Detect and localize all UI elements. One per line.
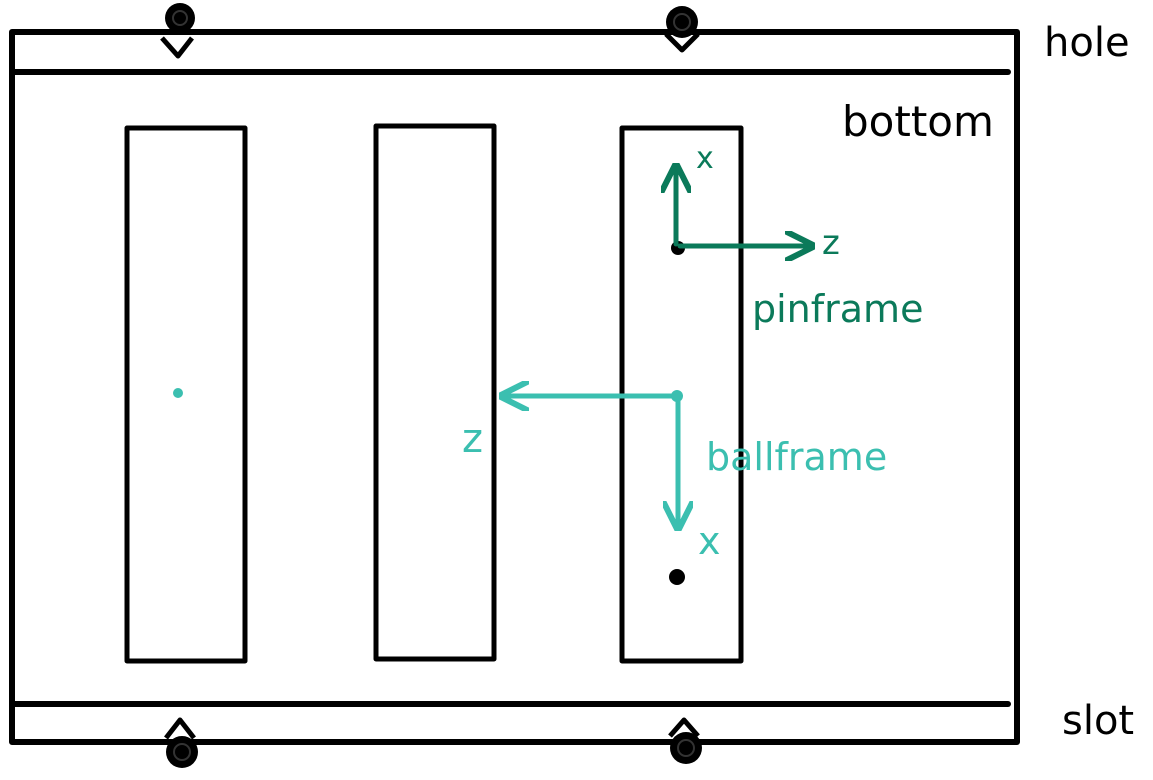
ballframe-origin-dot — [671, 390, 683, 402]
slot-pin-left — [164, 717, 198, 768]
pinframe-x-label: x — [696, 141, 714, 176]
hole-pin-left — [160, 3, 195, 59]
panel-middle — [373, 123, 497, 662]
slot-label: slot — [1062, 698, 1134, 744]
lower-ball-dot — [669, 569, 685, 585]
slot-pin-right — [668, 717, 702, 764]
hole-label: hole — [1044, 20, 1130, 66]
bottom-label: bottom — [842, 97, 994, 146]
ballframe-x-label: x — [698, 519, 721, 563]
ballframe-marker-dot — [173, 388, 183, 398]
board-outline — [9, 29, 1020, 745]
pinframe-z-label: z — [822, 223, 840, 263]
hole-pin-right — [664, 6, 700, 53]
ballframe-z-label: z — [462, 416, 483, 462]
ballframe-label: ballframe — [706, 435, 887, 479]
panel-left — [124, 125, 248, 664]
pinframe-label: pinframe — [752, 287, 923, 331]
